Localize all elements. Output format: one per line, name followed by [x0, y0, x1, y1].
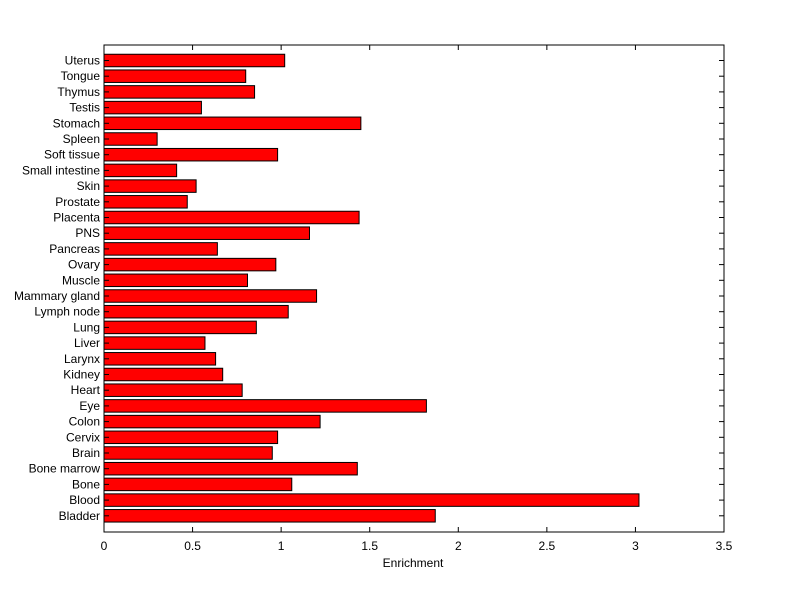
bar-bone [103, 477, 293, 492]
category-label: Blood [69, 493, 100, 507]
bar-small-intestine [103, 163, 178, 178]
bars-group [103, 53, 640, 523]
category-label: Ovary [68, 258, 100, 272]
category-label: Uterus [65, 54, 100, 68]
category-label: Bone [72, 477, 100, 491]
bar-liver [103, 336, 206, 350]
category-label: Colon [69, 415, 100, 429]
x-tick-label: 0 [101, 539, 108, 553]
bar-mammary-gland [103, 289, 318, 303]
bar-bladder [103, 509, 436, 523]
bar-lung [103, 320, 257, 335]
category-label: Heart [71, 383, 101, 397]
category-label: Bladder [59, 509, 100, 523]
bar-lymph-node [103, 304, 289, 319]
category-label: Eye [79, 399, 100, 413]
category-label: Bone marrow [29, 462, 101, 476]
bar-prostate [103, 195, 188, 209]
x-tick-label: 1.5 [361, 539, 378, 553]
category-label: Small intestine [22, 163, 100, 177]
category-label: Cervix [66, 430, 100, 444]
category-label: Lung [73, 320, 100, 334]
bar-testis [103, 100, 202, 115]
bar-placenta [103, 210, 360, 225]
bar-soft-tissue [103, 147, 279, 162]
bar-heart [103, 383, 243, 397]
bar-bone-marrow [103, 461, 358, 476]
category-label: Kidney [63, 368, 100, 382]
bar-eye [103, 399, 427, 413]
category-label: Liver [74, 336, 100, 350]
bar-cervix [103, 430, 279, 445]
x-axis-title: Enrichment [383, 556, 444, 570]
bar-pancreas [103, 242, 218, 256]
bar-kidney [103, 367, 224, 382]
bar-colon [103, 414, 321, 429]
category-label: Lymph node [34, 305, 100, 319]
category-label: Skin [77, 179, 100, 193]
bar-stomach [103, 116, 362, 131]
x-tick-label: 3.5 [716, 539, 733, 553]
bar-ovary [103, 257, 277, 272]
bar-pns [103, 226, 310, 240]
bar-spleen [103, 132, 158, 146]
category-label: Spleen [63, 132, 100, 146]
category-label: Testis [69, 101, 100, 115]
y-ticks [104, 60, 724, 517]
category-label: Tongue [61, 69, 101, 83]
category-label: Mammary gland [14, 289, 100, 303]
bar-uterus [103, 53, 286, 68]
x-tick-label: 2.5 [539, 539, 556, 553]
bar-tongue [103, 69, 247, 83]
x-tick-label: 0.5 [184, 539, 201, 553]
category-label: Thymus [57, 85, 100, 99]
x-ticks: 0 0.5 1 1.5 2 2.5 3 3.5 [101, 45, 733, 553]
category-label: Muscle [62, 273, 100, 287]
category-label: Prostate [55, 195, 100, 209]
category-label: Brain [72, 446, 100, 460]
bar-brain [103, 446, 273, 460]
category-label: Stomach [53, 116, 100, 130]
category-label: Soft tissue [44, 148, 100, 162]
category-label: Larynx [64, 352, 100, 366]
category-label: Pancreas [49, 242, 100, 256]
x-tick-label: 1 [278, 539, 285, 553]
bar-muscle [103, 273, 248, 288]
bar-larynx [103, 352, 217, 366]
bar-thymus [103, 85, 256, 99]
category-label: PNS [75, 226, 100, 240]
x-tick-label: 3 [632, 539, 639, 553]
category-label: Placenta [53, 211, 100, 225]
bar-skin [103, 179, 197, 193]
bar-blood [103, 493, 640, 507]
x-tick-label: 2 [455, 539, 462, 553]
